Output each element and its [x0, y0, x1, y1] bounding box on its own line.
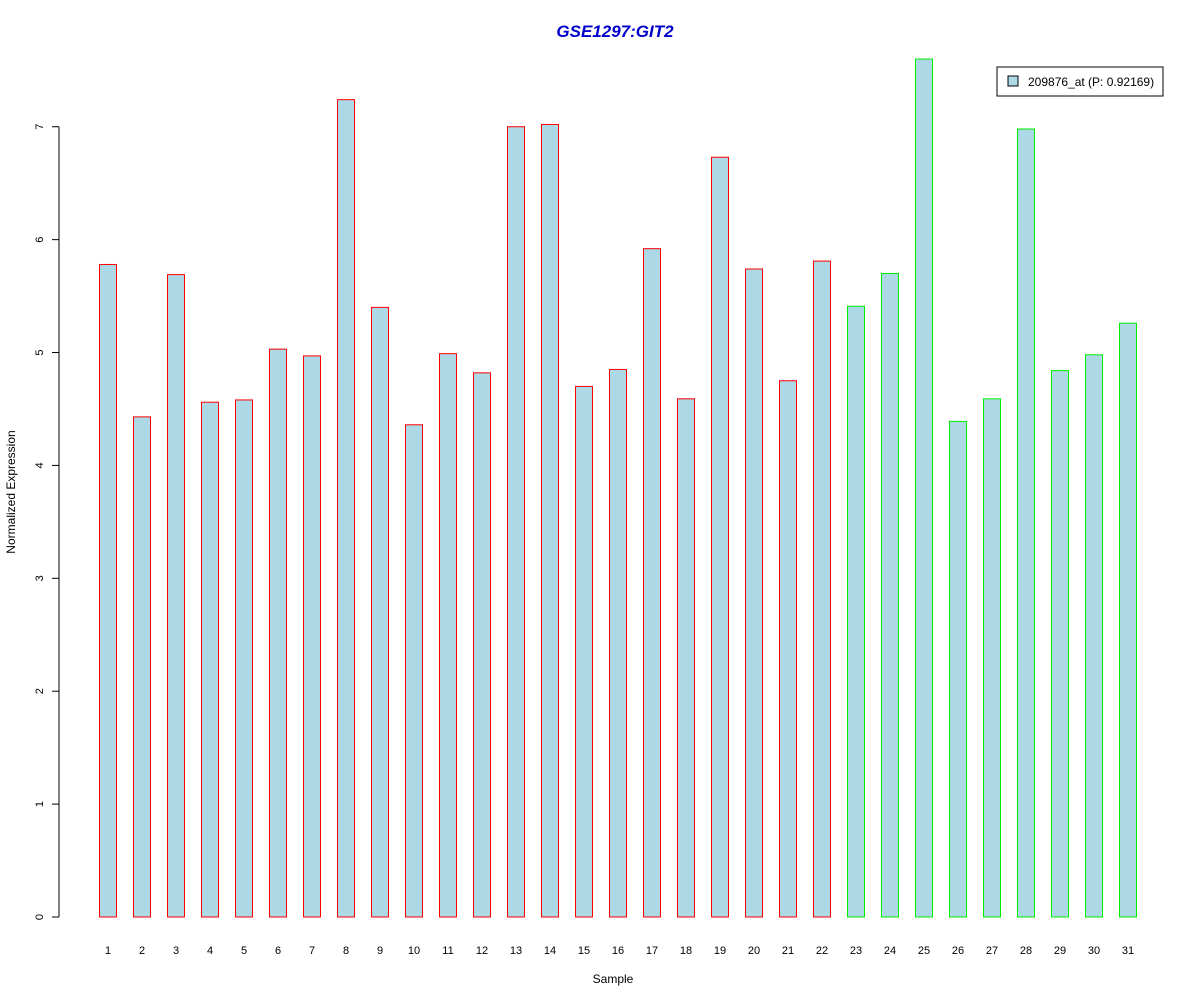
bar	[813, 260, 831, 918]
x-tick-label: 18	[680, 945, 692, 957]
bar	[371, 306, 389, 918]
bar	[235, 399, 253, 918]
y-tick-label: 0	[34, 914, 46, 920]
bar	[473, 372, 491, 918]
x-tick-label: 25	[918, 945, 930, 957]
bar	[405, 424, 423, 918]
x-tick-label: 24	[884, 945, 896, 957]
y-tick-label: 4	[34, 462, 46, 468]
bar	[201, 401, 219, 918]
bar	[575, 385, 593, 918]
bar	[949, 420, 967, 918]
x-axis-tick-labels: 1 2 3 4 5 6 7 8 9 10 11 12 13 14 15 16 17 18 19 20 21 22 23 24 2…	[105, 945, 1134, 957]
x-tick-label: 19	[714, 945, 726, 957]
bar	[167, 274, 185, 918]
bar	[881, 273, 899, 918]
legend-entry-label: 209876_at (P: 0.92169)	[1028, 75, 1154, 89]
bar	[915, 58, 933, 918]
bar	[1085, 354, 1103, 918]
x-tick-label: 2	[139, 945, 145, 957]
x-tick-label: 20	[748, 945, 760, 957]
x-tick-label: 11	[442, 945, 453, 957]
legend-box	[996, 66, 1164, 97]
x-tick-label: 12	[476, 945, 488, 957]
bar	[779, 380, 797, 918]
legend-swatch	[1007, 75, 1019, 87]
x-tick-label: 22	[816, 945, 828, 957]
x-tick-label: 1	[105, 945, 111, 957]
bar	[711, 156, 729, 918]
x-tick-label: 27	[986, 945, 998, 957]
bar	[507, 126, 525, 918]
x-tick-label: 30	[1088, 945, 1100, 957]
x-tick-label: 17	[646, 945, 658, 957]
x-tick-label: 8	[343, 945, 349, 957]
y-tick-label: 3	[34, 575, 46, 581]
bar	[1017, 128, 1035, 918]
x-axis-label: Sample	[593, 972, 634, 986]
x-tick-label: 7	[309, 945, 315, 957]
bar	[643, 248, 661, 918]
bar	[439, 353, 457, 918]
x-tick-label: 16	[612, 945, 624, 957]
bar	[1119, 322, 1137, 918]
y-tick-label: 1	[34, 801, 46, 807]
x-tick-label: 23	[850, 945, 862, 957]
x-tick-label: 28	[1020, 945, 1032, 957]
bar	[609, 368, 627, 918]
x-tick-label: 14	[544, 945, 556, 957]
bar-series	[99, 58, 1137, 918]
x-tick-label: 9	[377, 945, 383, 957]
bar	[847, 305, 865, 918]
y-tick-label: 6	[34, 237, 46, 243]
x-tick-label: 3	[173, 945, 179, 957]
x-tick-label: 4	[207, 945, 213, 957]
y-tick-label: 7	[34, 124, 46, 130]
bar	[269, 348, 287, 918]
x-tick-label: 29	[1054, 945, 1066, 957]
x-tick-label: 15	[578, 945, 590, 957]
x-tick-label: 31	[1122, 945, 1134, 957]
bar	[541, 123, 559, 918]
bar	[303, 355, 321, 918]
bar	[745, 268, 763, 918]
bar	[133, 416, 151, 918]
y-tick-label: 5	[34, 349, 46, 355]
x-tick-label: 13	[510, 945, 522, 957]
bar	[1051, 370, 1069, 918]
legend: 209876_at (P: 0.92169)	[996, 66, 1164, 97]
chart-title: GSE1297:GIT2	[556, 22, 674, 41]
x-tick-label: 21	[782, 945, 794, 957]
y-tick-label: 2	[34, 688, 46, 694]
bar	[99, 263, 117, 918]
bar	[983, 398, 1001, 918]
bar	[677, 398, 695, 918]
x-tick-label: 5	[241, 945, 247, 957]
x-tick-label: 26	[952, 945, 964, 957]
x-tick-label: 6	[275, 945, 281, 957]
y-axis: 0 1 2 3 4 5 6 7	[34, 124, 60, 920]
x-tick-label: 10	[408, 945, 420, 957]
y-axis-label: Normalized Expression	[4, 430, 18, 553]
bar	[337, 99, 355, 918]
